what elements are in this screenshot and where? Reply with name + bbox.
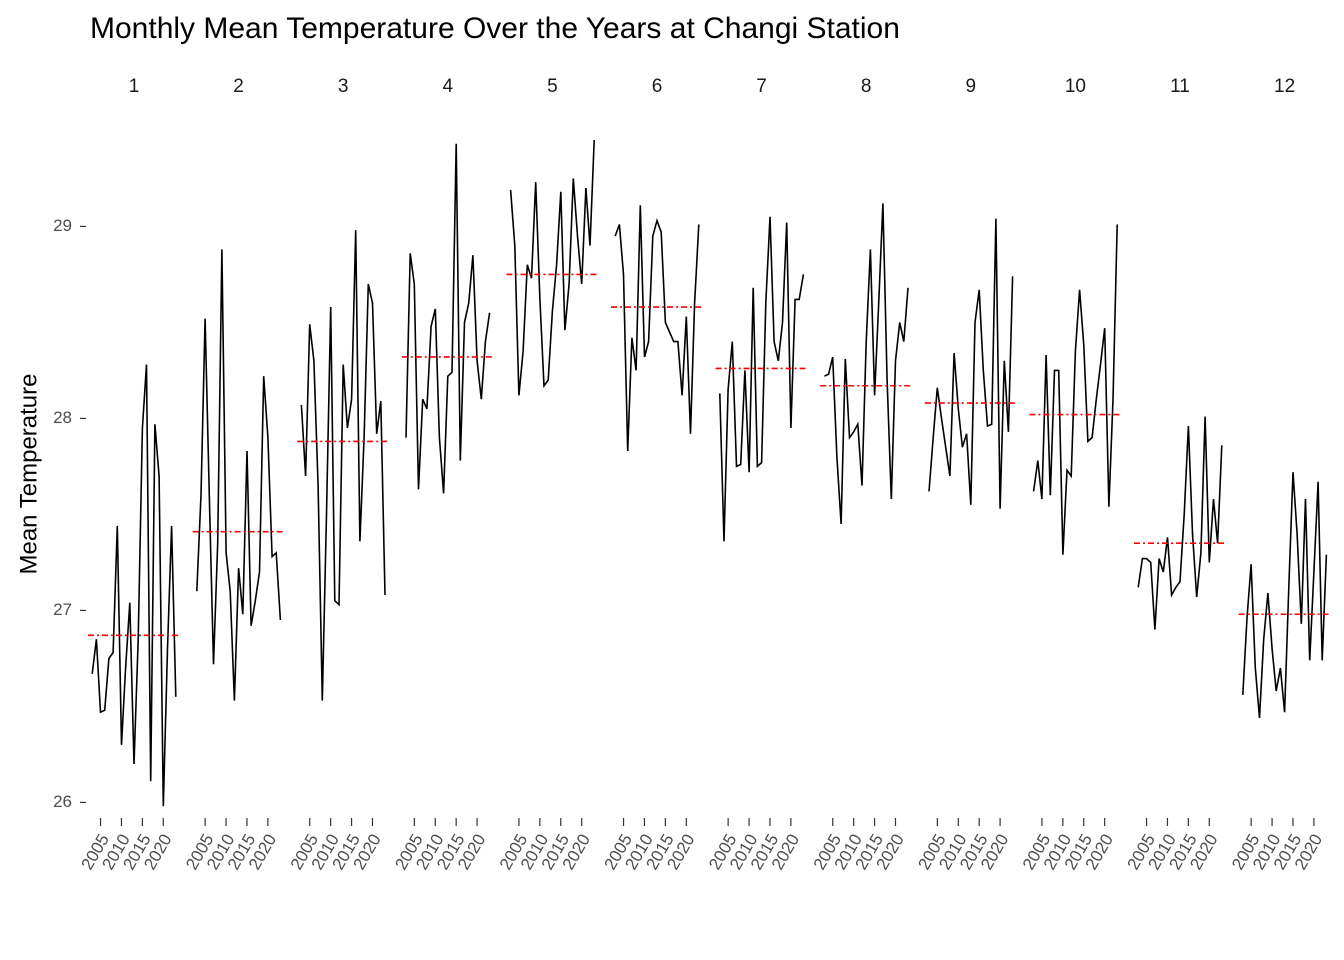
temperature-line <box>614 205 700 452</box>
temperature-line <box>300 230 386 701</box>
facet-label: 8 <box>861 76 872 97</box>
y-tick-label: 27 <box>53 600 72 619</box>
facet-label: 11 <box>1170 76 1190 97</box>
temperature-line <box>509 139 595 396</box>
facet-label: 10 <box>1065 76 1086 97</box>
facet-label: 12 <box>1274 76 1295 97</box>
temperature-line <box>196 249 282 701</box>
temperature-line <box>405 143 491 494</box>
facet-label: 6 <box>652 76 663 97</box>
chart-title: Monthly Mean Temperature Over the Years … <box>90 12 900 45</box>
y-tick-label: 26 <box>53 792 72 811</box>
facet-label: 7 <box>756 76 767 97</box>
facet-label: 1 <box>129 76 140 97</box>
facet-label: 4 <box>443 76 454 97</box>
temperature-line <box>719 216 805 542</box>
temperature-line <box>1137 416 1223 630</box>
facet-label: 2 <box>233 76 244 97</box>
facet-label: 3 <box>338 76 349 97</box>
facet-label: 5 <box>547 76 558 97</box>
facet-label: 9 <box>966 76 977 97</box>
y-tick-label: 29 <box>53 216 72 235</box>
temperature-line <box>1242 472 1328 718</box>
y-axis-label: Mean Temperature <box>15 374 42 575</box>
y-tick-label: 28 <box>53 408 72 427</box>
temperature-line <box>1032 224 1118 555</box>
temperature-line <box>91 364 177 807</box>
temperature-line <box>824 203 909 525</box>
temperature-line <box>928 218 1014 509</box>
